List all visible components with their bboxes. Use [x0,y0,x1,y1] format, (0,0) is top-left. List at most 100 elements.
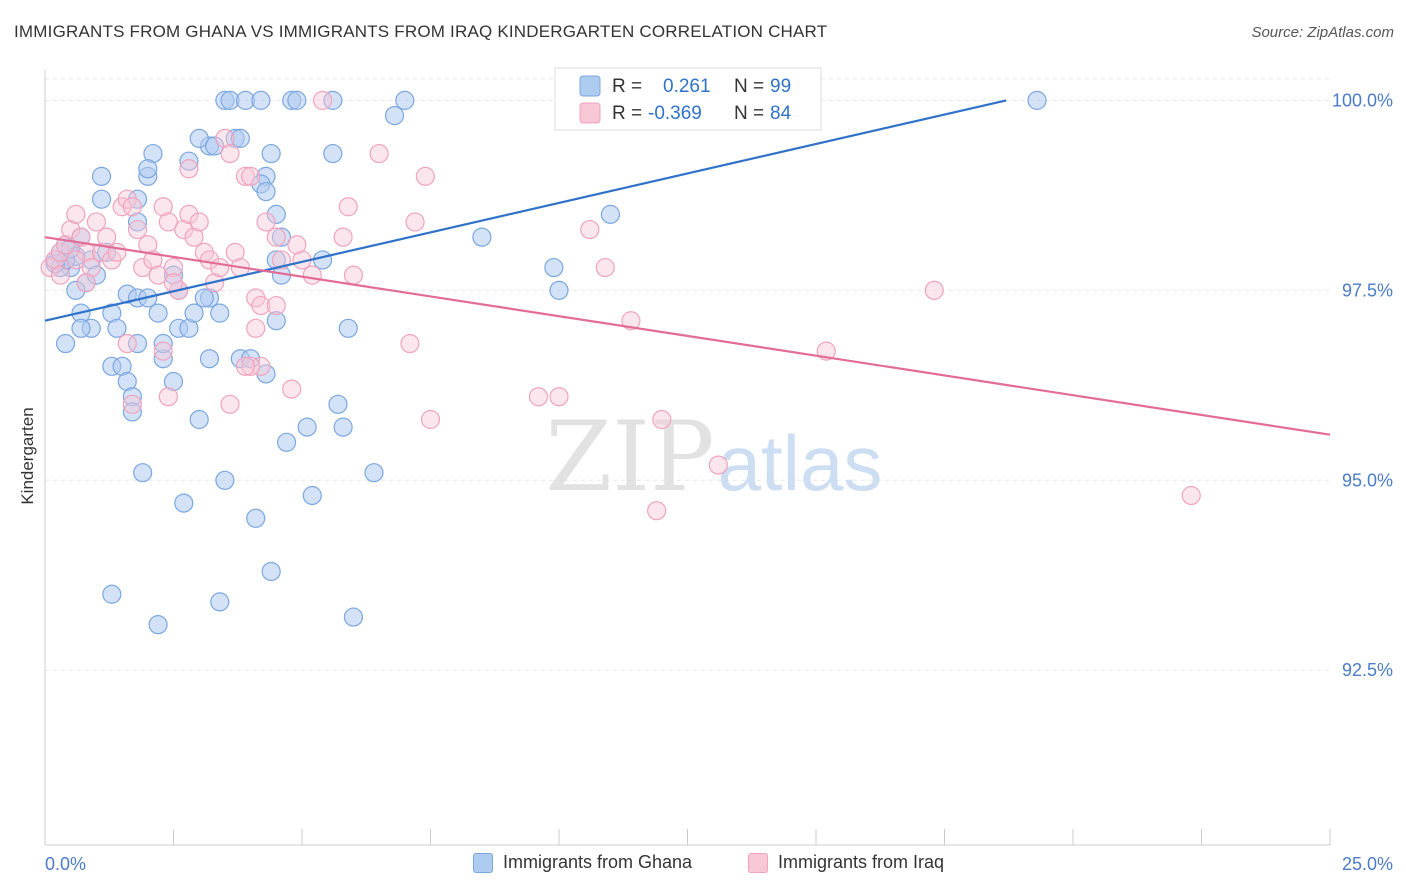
point-ghana [287,90,307,110]
point-iraq [924,280,944,300]
y-tick-label: 92.5% [1342,660,1393,680]
point-iraq [241,166,261,186]
y-tick-label: 95.0% [1342,470,1393,490]
trend-line-ghana [44,99,1007,322]
point-iraq [86,212,107,232]
point-iraq [256,212,276,232]
point-iraq [282,379,302,399]
point-ghana [184,303,204,323]
data-points [40,90,1201,635]
point-iraq [420,409,441,430]
point-iraq [266,227,286,247]
point-ghana [395,90,415,110]
point-iraq [338,197,358,217]
point-ghana [210,592,230,612]
point-iraq [333,227,353,247]
point-iraq [97,227,117,247]
point-iraq [215,128,235,148]
point-iraq [528,387,549,407]
gridlines [45,78,1330,671]
point-ghana [338,318,358,338]
point-iraq [241,356,261,376]
point-ghana [261,143,281,164]
y-tick-label: 100.0% [1332,90,1393,110]
legend-r-value-ghana: 0.261 [663,76,711,97]
point-iraq [235,356,256,376]
point-iraq [246,318,266,338]
point-ghana [179,151,199,171]
point-iraq [158,212,178,232]
point-iraq [107,242,127,262]
point-iraq [287,235,307,255]
bottom-legend-label-iraq: Immigrants from Iraq [778,852,945,872]
bottom-legend-swatch-ghana [473,852,493,873]
point-ghana [1027,90,1047,110]
bottom-legend-item-iraq: Immigrants from Iraq [748,852,944,873]
point-ghana [66,280,86,300]
point-iraq [343,265,363,285]
point-ghana [251,90,271,110]
point-iraq [91,242,112,262]
point-iraq [153,197,173,217]
point-ghana [199,349,220,369]
point-iraq [235,166,256,186]
legend-n-value-iraq: 84 [770,103,792,124]
point-iraq [50,265,71,285]
point-ghana [71,318,91,338]
point-iraq [621,311,641,331]
y-tick-labels: 92.5% 95.0% 97.5% 100.0% [1332,90,1393,680]
point-ghana [333,417,353,437]
x-tick-label-right: 25.0% [1342,854,1393,874]
legend-n-label-iraq: N = [734,103,764,124]
point-ghana [323,90,343,110]
point-ghana [102,584,122,604]
point-iraq [302,265,322,285]
point-iraq [1181,485,1201,506]
point-ghana [91,166,112,186]
legend-n-value-ghana: 99 [770,76,791,97]
point-iraq [117,333,137,354]
point-iraq [179,204,199,224]
y-tick-label: 97.5% [1342,280,1393,300]
point-iraq [266,295,286,316]
legend-n-label-ghana: N = [734,76,764,97]
point-ghana [266,204,286,224]
point-iraq [415,166,435,186]
point-ghana [127,212,148,232]
point-iraq [369,143,389,164]
point-iraq [184,227,204,247]
point-ghana [297,417,317,437]
bottom-legend-label-ghana: Immigrants from Ghana [503,852,693,872]
point-ghana [323,143,343,164]
point-ghana [261,561,281,582]
point-ghana [215,470,235,490]
chart-title: IMMIGRANTS FROM GHANA VS IMMIGRANTS FROM… [14,22,828,41]
point-ghana [148,303,168,323]
point-ghana [328,394,348,414]
point-ghana [472,227,492,247]
point-ghana [163,371,184,392]
legend-r-value-iraq: -0.369 [648,103,702,124]
point-iraq [225,242,245,262]
point-ghana [246,508,266,528]
point-iraq [179,159,199,179]
point-ghana [107,318,127,338]
point-iraq [148,265,168,285]
point-iraq [647,501,667,521]
point-iraq [405,212,425,232]
point-ghana [384,105,405,126]
point-ghana [600,204,621,224]
point-ghana [271,227,292,247]
trend-line-iraq [44,236,1331,436]
point-ghana [127,333,148,354]
point-ghana [189,128,209,148]
point-ghana [189,409,209,430]
point-iraq [127,219,148,240]
legend-r-label-iraq: R = [612,103,642,124]
legend: R = 0.261 N = 99 R = -0.369 N = 84 [554,67,822,131]
point-iraq [549,387,569,407]
point-ghana [55,333,76,354]
x-tick-label-left: 0.0% [45,854,86,874]
point-ghana [266,311,286,331]
